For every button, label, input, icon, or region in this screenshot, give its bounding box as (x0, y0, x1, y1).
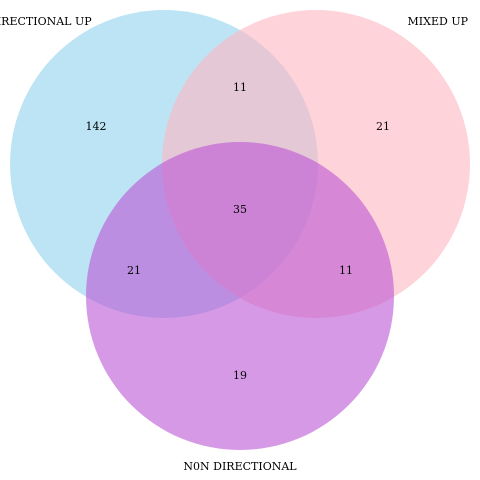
count-mixed-non-directional: 11 (339, 264, 353, 277)
count-all-three: 35 (233, 203, 247, 216)
count-directional-non-directional: 21 (127, 264, 141, 277)
region-counts: 142 21 11 35 21 11 19 (86, 81, 391, 382)
count-directional-mixed: 11 (233, 81, 247, 94)
count-directional-up-only: 142 (86, 120, 107, 133)
venn-circles (10, 10, 470, 450)
count-non-directional-only: 19 (233, 369, 247, 382)
count-mixed-up-only: 21 (376, 120, 390, 133)
label-non-directional: N0N DIRECTIONAL (183, 460, 297, 473)
label-mixed-up: MIXED UP (408, 15, 469, 28)
set-labels: DIRECTIONAL UP MIXED UP N0N DIRECTIONAL (0, 15, 469, 473)
label-directional-up: DIRECTIONAL UP (0, 15, 92, 28)
circle-non-directional (86, 142, 394, 450)
